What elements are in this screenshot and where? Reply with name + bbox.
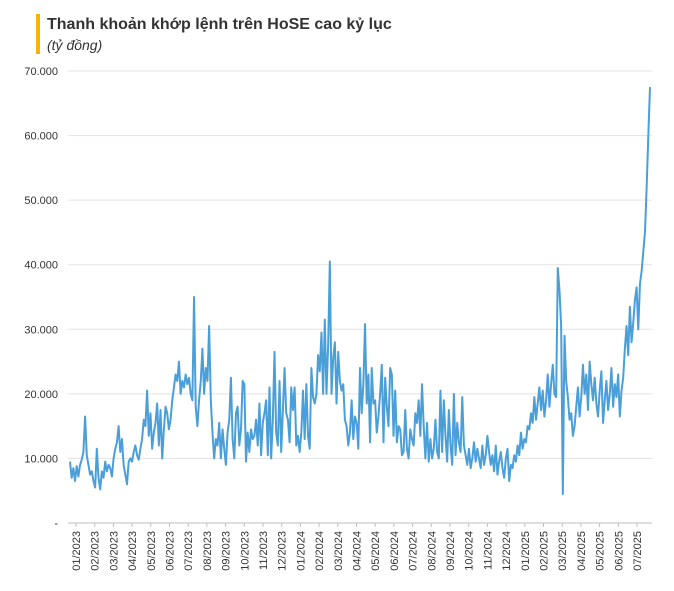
y-tick-label: 20.000 bbox=[24, 389, 58, 401]
x-tick-label: 01/2025 bbox=[520, 531, 532, 571]
y-tick-label: 40.000 bbox=[24, 260, 58, 272]
chart-title: Thanh khoản khớp lệnh trên HoSE cao kỷ l… bbox=[47, 16, 392, 33]
x-tick-label: 05/2024 bbox=[370, 531, 382, 571]
x-tick-label: 02/2024 bbox=[314, 531, 326, 571]
x-tick-label: 06/2025 bbox=[613, 531, 625, 571]
x-tick-label: 05/2023 bbox=[146, 531, 158, 571]
x-tick-label: 04/2024 bbox=[352, 531, 364, 571]
y-tick-label: - bbox=[54, 518, 58, 530]
series-line bbox=[69, 87, 651, 495]
chart-subtitle: (tỷ đồng) bbox=[47, 37, 103, 53]
x-tick-label: 03/2023 bbox=[108, 531, 120, 571]
gridlines bbox=[68, 70, 652, 524]
x-tick-label: 08/2024 bbox=[426, 531, 438, 571]
x-axis-ticks: 01/2023 02/2023 03/2023 04/2023 05/2023 06/20… bbox=[71, 523, 644, 571]
x-tick-label: 01/2023 bbox=[71, 531, 83, 571]
y-tick-label: 10.000 bbox=[24, 453, 58, 465]
y-tick-label: 60.000 bbox=[24, 131, 58, 143]
x-tick-label: 04/2023 bbox=[127, 531, 139, 571]
x-tick-label: 10/2023 bbox=[239, 531, 251, 571]
x-tick-label: 11/2023 bbox=[258, 531, 270, 570]
x-tick-label: 06/2023 bbox=[165, 531, 177, 571]
x-tick-label: 04/2025 bbox=[576, 531, 588, 571]
y-tick-label: 50.000 bbox=[24, 195, 58, 207]
x-tick-label: 09/2023 bbox=[221, 531, 233, 571]
y-tick-label: 30.000 bbox=[24, 324, 58, 336]
y-tick-label: 70.000 bbox=[24, 66, 58, 78]
x-tick-label: 02/2025 bbox=[539, 531, 551, 571]
x-tick-label: 07/2025 bbox=[632, 531, 644, 571]
x-tick-label: 07/2024 bbox=[408, 531, 420, 571]
x-tick-label: 12/2024 bbox=[501, 531, 513, 571]
x-tick-label: 02/2023 bbox=[90, 531, 102, 571]
x-tick-label: 08/2023 bbox=[202, 531, 214, 571]
x-tick-label: 05/2025 bbox=[595, 531, 607, 571]
x-tick-label: 03/2024 bbox=[333, 531, 345, 571]
x-tick-label: 07/2023 bbox=[183, 531, 195, 571]
x-tick-label: 03/2025 bbox=[557, 531, 569, 571]
x-tick-label: 11/2024 bbox=[482, 531, 494, 570]
x-tick-label: 01/2024 bbox=[295, 531, 307, 571]
x-tick-label: 06/2024 bbox=[389, 531, 401, 571]
x-tick-label: 09/2024 bbox=[445, 531, 457, 571]
title-accent-bar bbox=[36, 14, 40, 54]
x-tick-label: 10/2024 bbox=[464, 531, 476, 571]
y-axis-ticks: - 10.000 20.000 30.000 40.000 50.000 60.000 70.… bbox=[24, 66, 58, 530]
x-tick-label: 12/2023 bbox=[277, 531, 289, 571]
